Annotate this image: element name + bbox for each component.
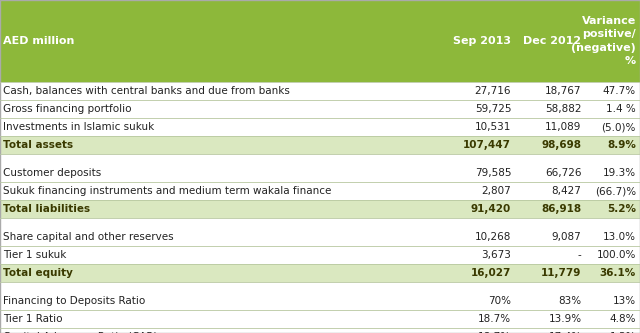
Text: 3,673: 3,673: [481, 250, 511, 260]
Text: 27,716: 27,716: [475, 86, 511, 96]
Text: 11,089: 11,089: [545, 122, 582, 132]
Text: 58,882: 58,882: [545, 104, 582, 114]
Bar: [0, 264, 640, 282]
Text: Total assets: Total assets: [3, 140, 74, 150]
Bar: [0, 328, 640, 333]
Text: Tier 1 Ratio: Tier 1 Ratio: [3, 314, 63, 324]
Text: 79,585: 79,585: [475, 168, 511, 178]
Text: 36.1%: 36.1%: [600, 268, 636, 278]
Text: 18,767: 18,767: [545, 86, 582, 96]
Text: 8,427: 8,427: [552, 186, 582, 196]
Text: Customer deposits: Customer deposits: [3, 168, 102, 178]
Text: 16,027: 16,027: [471, 268, 511, 278]
Text: Variance
positive/
(negative)
%: Variance positive/ (negative) %: [572, 16, 636, 66]
Bar: [0, 164, 640, 182]
Text: 59,725: 59,725: [475, 104, 511, 114]
Text: 18.7%: 18.7%: [478, 332, 511, 333]
Text: 2,807: 2,807: [481, 186, 511, 196]
Bar: [0, 0, 640, 82]
Bar: [0, 292, 640, 310]
Bar: [0, 228, 640, 246]
Text: 8.9%: 8.9%: [607, 140, 636, 150]
Text: 91,420: 91,420: [471, 204, 511, 214]
Text: 86,918: 86,918: [541, 204, 582, 214]
Text: -: -: [578, 250, 582, 260]
Text: Investments in Islamic sukuk: Investments in Islamic sukuk: [3, 122, 154, 132]
Text: 107,447: 107,447: [463, 140, 511, 150]
Bar: [0, 246, 640, 264]
Text: Gross financing portfolio: Gross financing portfolio: [3, 104, 132, 114]
Text: 47.7%: 47.7%: [603, 86, 636, 96]
Bar: [0, 182, 640, 200]
Text: 10,268: 10,268: [475, 232, 511, 242]
Bar: [0, 82, 640, 100]
Text: Share capital and other reserves: Share capital and other reserves: [3, 232, 174, 242]
Text: Total equity: Total equity: [3, 268, 73, 278]
Text: Capital Adequacy Ratio (CAR): Capital Adequacy Ratio (CAR): [3, 332, 157, 333]
Text: 66,726: 66,726: [545, 168, 582, 178]
Text: 5.2%: 5.2%: [607, 204, 636, 214]
Text: 70%: 70%: [488, 296, 511, 306]
Text: Dec 2012: Dec 2012: [524, 36, 582, 46]
Text: 11,779: 11,779: [541, 268, 582, 278]
Text: Cash, balances with central banks and due from banks: Cash, balances with central banks and du…: [3, 86, 290, 96]
Text: 1.4 %: 1.4 %: [606, 104, 636, 114]
Text: AED million: AED million: [3, 36, 75, 46]
Text: Sep 2013: Sep 2013: [453, 36, 511, 46]
Text: 98,698: 98,698: [541, 140, 582, 150]
Text: (5.0)%: (5.0)%: [602, 122, 636, 132]
Text: Financing to Deposits Ratio: Financing to Deposits Ratio: [3, 296, 145, 306]
Bar: [0, 100, 640, 118]
Text: 9,087: 9,087: [552, 232, 582, 242]
Text: 13.0%: 13.0%: [603, 232, 636, 242]
Bar: [0, 200, 640, 218]
Text: 1.3%: 1.3%: [609, 332, 636, 333]
Text: Total liabilities: Total liabilities: [3, 204, 90, 214]
Text: (66.7)%: (66.7)%: [595, 186, 636, 196]
Text: 100.0%: 100.0%: [596, 250, 636, 260]
Bar: [0, 136, 640, 154]
Text: Tier 1 sukuk: Tier 1 sukuk: [3, 250, 67, 260]
Text: 13.9%: 13.9%: [548, 314, 582, 324]
Bar: [0, 310, 640, 328]
Text: Sukuk financing instruments and medium term wakala finance: Sukuk financing instruments and medium t…: [3, 186, 332, 196]
Bar: [0, 118, 640, 136]
Text: 4.8%: 4.8%: [609, 314, 636, 324]
Text: 19.3%: 19.3%: [603, 168, 636, 178]
Text: 83%: 83%: [559, 296, 582, 306]
Text: 17.4%: 17.4%: [548, 332, 582, 333]
Text: 13%: 13%: [613, 296, 636, 306]
Text: 10,531: 10,531: [475, 122, 511, 132]
Text: 18.7%: 18.7%: [478, 314, 511, 324]
